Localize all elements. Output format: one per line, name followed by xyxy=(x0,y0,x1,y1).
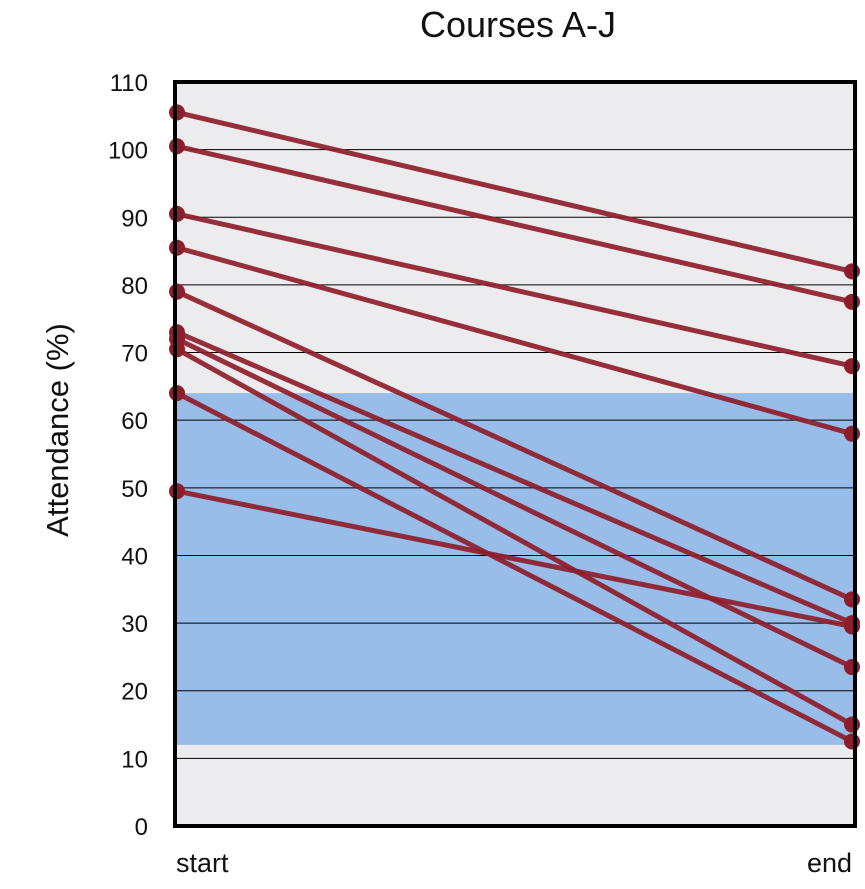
x-axis-ticks: start end xyxy=(176,848,852,878)
y-tick-label: 90 xyxy=(121,205,148,232)
series-line xyxy=(174,211,855,369)
y-tick-label: 70 xyxy=(121,341,148,368)
y-tick-label: 50 xyxy=(121,476,148,503)
series-line xyxy=(174,109,855,274)
y-tick-label: 40 xyxy=(121,543,148,570)
data-point-end xyxy=(844,716,860,733)
series-line xyxy=(174,329,855,626)
y-axis-ticks: 0 10 20 30 40 50 60 70 80 90 100 110 xyxy=(108,70,148,841)
series-line xyxy=(174,346,855,728)
data-point-end xyxy=(844,263,860,280)
gridlines xyxy=(175,149,855,759)
series-line xyxy=(174,336,855,670)
y-tick-label: 30 xyxy=(121,611,148,638)
y-tick-label: 10 xyxy=(121,746,148,773)
series-line xyxy=(174,289,855,602)
x-tick-label: start xyxy=(176,848,229,878)
data-point-end xyxy=(844,425,860,442)
data-point-end xyxy=(844,591,860,608)
y-tick-label: 60 xyxy=(121,408,148,435)
series-line xyxy=(174,390,855,744)
x-tick-label: end xyxy=(807,848,852,878)
data-point-end xyxy=(844,618,860,635)
data-point-end xyxy=(844,358,860,375)
plot-frame xyxy=(173,80,857,828)
data-point-end xyxy=(844,659,860,676)
y-tick-label: 110 xyxy=(110,70,148,97)
y-tick-label: 100 xyxy=(108,138,148,165)
y-tick-label: 0 xyxy=(135,814,148,841)
y-tick-label: 20 xyxy=(121,679,148,706)
series-line xyxy=(174,143,855,305)
series-line xyxy=(174,488,855,629)
series-group xyxy=(169,104,860,750)
series-line xyxy=(174,245,855,437)
data-point-end xyxy=(844,293,860,310)
y-tick-label: 80 xyxy=(121,273,148,300)
data-point-end xyxy=(844,733,860,750)
chart-title: Courses A-J xyxy=(419,4,617,45)
